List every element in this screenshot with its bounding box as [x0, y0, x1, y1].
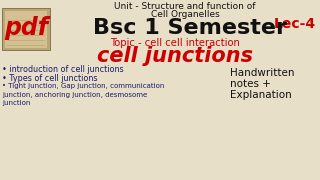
Text: • Types of cell junctions: • Types of cell junctions — [2, 74, 98, 83]
Text: cell junctions: cell junctions — [97, 46, 253, 66]
Text: pdf: pdf — [4, 16, 48, 40]
Text: Bsc 1 Semester: Bsc 1 Semester — [93, 18, 287, 38]
Bar — [2, 8, 50, 50]
Text: Cell Organelles: Cell Organelles — [151, 10, 220, 19]
Text: Topic - cell cell interaction: Topic - cell cell interaction — [110, 38, 240, 48]
Text: • Tight junction, Gap junction, communication
junction, anchoring junction, desm: • Tight junction, Gap junction, communic… — [2, 83, 164, 106]
Text: • introduction of cell junctions: • introduction of cell junctions — [2, 65, 124, 74]
Text: Handwritten: Handwritten — [230, 68, 294, 78]
Text: notes +: notes + — [230, 79, 271, 89]
Text: Unit - Structure and function of: Unit - Structure and function of — [114, 2, 256, 11]
Bar — [5, 11, 47, 48]
Text: Explanation: Explanation — [230, 90, 292, 100]
Text: Lec-4: Lec-4 — [274, 17, 316, 31]
